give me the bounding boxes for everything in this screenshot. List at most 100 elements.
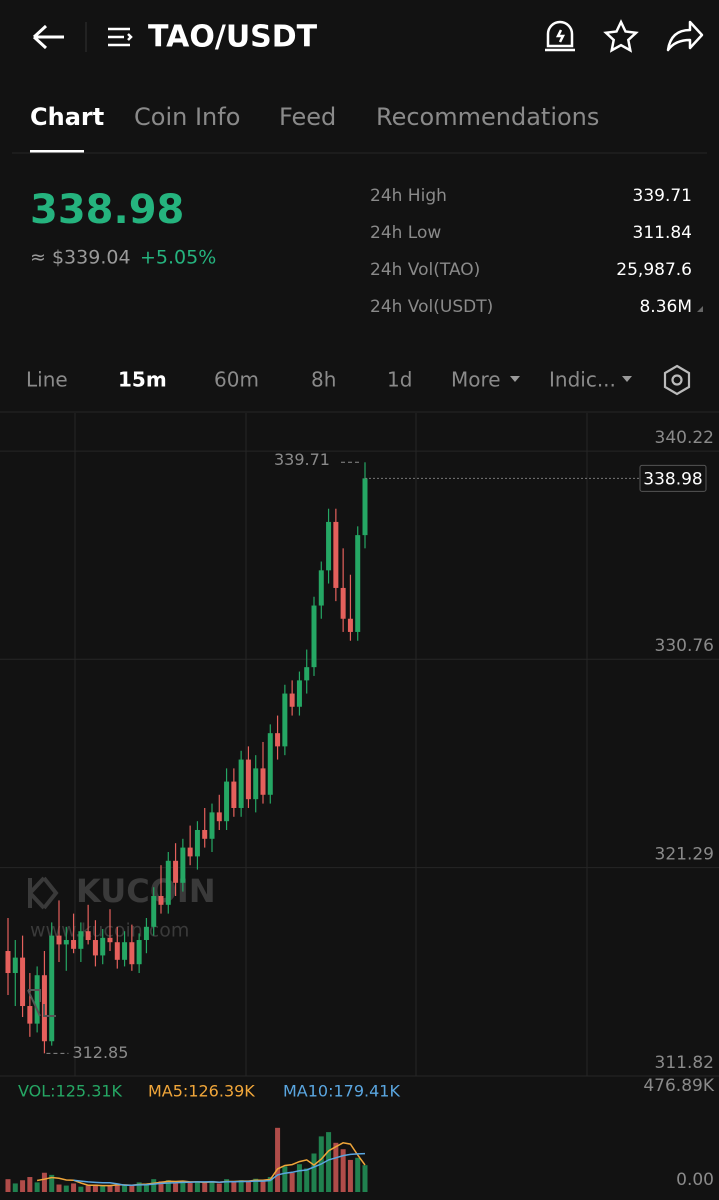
candle-body	[129, 942, 135, 965]
change-percent: +5.05%	[140, 247, 216, 269]
volume-tick-label: 0.00	[676, 1170, 714, 1190]
favorite-icon[interactable]	[603, 19, 639, 53]
tab[interactable]: Recommendations	[376, 103, 599, 131]
chart: 311.82 321.29 330.76 340.22 0.00 476.89K VOL:1…	[0, 428, 719, 1192]
volume-bar	[333, 1142, 339, 1192]
volume-bar	[296, 1164, 302, 1192]
volume-bar	[63, 1185, 69, 1192]
volume-bar	[27, 1177, 33, 1192]
volume-bar	[275, 1127, 281, 1192]
volume-bar	[114, 1183, 120, 1192]
menu-icon[interactable]	[108, 27, 133, 47]
volume-bar	[216, 1183, 222, 1192]
candle-body	[114, 942, 120, 960]
candle-body	[143, 926, 149, 941]
volume-bar	[151, 1179, 157, 1192]
timeframes: Line 15m 60m 8h 1d More Indic...	[26, 368, 616, 392]
tab[interactable]: Chart	[30, 103, 104, 131]
stat-value: 8.36M	[639, 297, 692, 317]
timeframe[interactable]: Indic...	[549, 368, 616, 392]
candle-body	[347, 618, 353, 632]
volume-bar	[100, 1186, 106, 1192]
candle-body	[202, 829, 208, 839]
volume-bar	[253, 1178, 259, 1192]
volume-bar	[267, 1177, 273, 1192]
settings-icon[interactable]	[663, 364, 691, 396]
candle-body	[333, 521, 339, 588]
volume-bar	[260, 1179, 266, 1192]
candle-body	[136, 940, 142, 965]
corner-mark	[697, 306, 703, 312]
candle-body	[245, 759, 251, 800]
volume-bar	[136, 1182, 142, 1192]
y-tick-label: 321.29	[655, 845, 714, 865]
volume-bar	[85, 1185, 91, 1192]
volume-tick-label: 476.89K	[643, 1076, 714, 1096]
settings-icon-center	[671, 374, 683, 386]
candle-body	[180, 847, 186, 883]
candle-body	[194, 829, 200, 857]
candle-body	[165, 860, 171, 905]
volume-bar	[245, 1181, 251, 1192]
candle-body	[326, 521, 332, 571]
volume-bar	[194, 1181, 200, 1192]
low-annotation: 312.85	[72, 1043, 128, 1062]
timeframe[interactable]: Line	[26, 368, 68, 392]
share-icon[interactable]	[666, 20, 704, 52]
volume-bar	[158, 1181, 164, 1192]
candle-body	[71, 940, 77, 949]
candle-body	[173, 860, 179, 883]
candle-body	[27, 1006, 33, 1024]
volume-bar	[231, 1181, 237, 1192]
candle-body	[238, 759, 244, 808]
volume-legend: MA10:179.41K	[283, 1082, 400, 1101]
candle-body	[49, 935, 55, 1042]
ma10-line	[73, 1152, 366, 1186]
candle-body	[289, 693, 295, 707]
candle-body	[151, 896, 157, 927]
timeframe[interactable]: 60m	[214, 368, 259, 392]
vertical-grid	[74, 413, 588, 1076]
fullscreen-icon[interactable]	[27, 989, 56, 1017]
stat-label: 24h Vol(USDT)	[370, 297, 493, 317]
candle-body	[318, 570, 324, 606]
volume-bar	[209, 1180, 215, 1192]
last-price-box	[639, 464, 707, 492]
volume-bar	[5, 1179, 11, 1192]
volume-bar	[78, 1186, 84, 1192]
tab[interactable]: Feed	[279, 103, 336, 131]
volume-bar	[289, 1172, 295, 1192]
candle-body	[311, 605, 317, 668]
volume-bar	[224, 1179, 230, 1192]
tab[interactable]: Coin Info	[134, 103, 240, 131]
volume-legend: VOL:125.31K	[18, 1082, 123, 1101]
approx-price: ≈ $339.04	[30, 247, 131, 269]
timeframe[interactable]: 1d	[387, 368, 412, 392]
volume-bar	[165, 1180, 171, 1192]
volume-bar	[129, 1185, 135, 1192]
candle-body	[216, 812, 222, 822]
volume-bar	[340, 1149, 346, 1192]
volume-bar	[92, 1184, 98, 1192]
y-tick-label: 330.76	[655, 636, 714, 656]
candle-body	[267, 733, 273, 795]
timeframe[interactable]: 8h	[311, 368, 336, 392]
volume-bar	[34, 1182, 40, 1192]
candle-body	[85, 931, 91, 941]
volume-bar	[173, 1183, 179, 1192]
alert-icon[interactable]	[545, 20, 575, 52]
candle-body	[78, 931, 84, 949]
candle-body	[275, 733, 281, 747]
timeframe[interactable]: 15m	[118, 368, 167, 392]
y-tick-label: 311.82	[655, 1053, 714, 1073]
volume-bar	[282, 1166, 288, 1192]
candle-body	[63, 940, 69, 945]
high-annotation: 339.71	[274, 450, 330, 469]
volume-bar	[143, 1183, 149, 1192]
volume-bar	[326, 1132, 332, 1192]
timeframe[interactable]: More	[451, 368, 501, 392]
candle-body	[34, 975, 40, 1024]
volume-bar	[347, 1159, 353, 1192]
back-button[interactable]	[32, 24, 64, 50]
volume-bar	[355, 1157, 361, 1192]
